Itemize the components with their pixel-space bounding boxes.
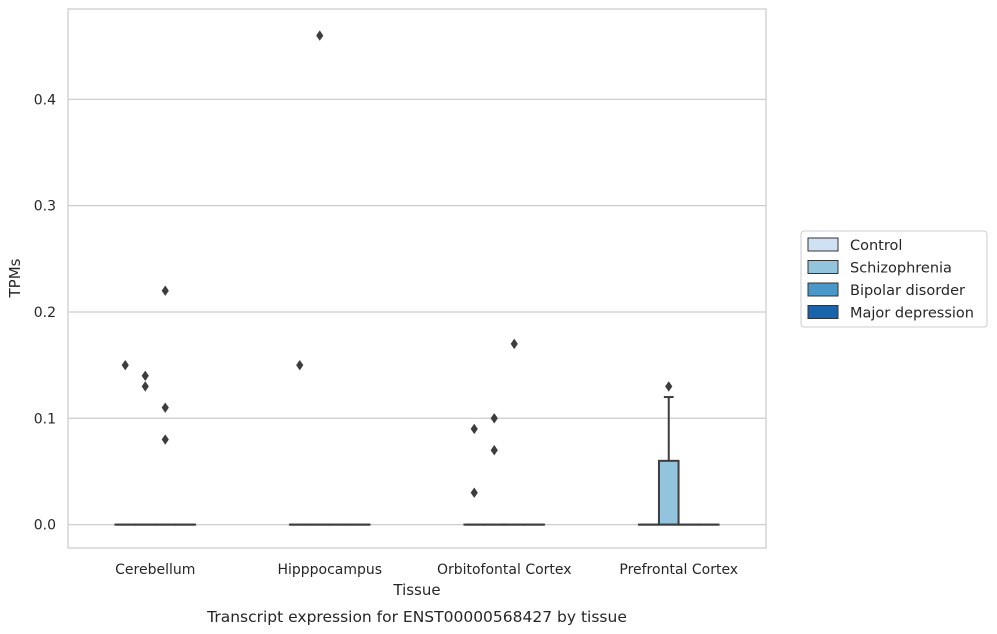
legend: Control Schizophrenia Bipolar disorder Majo… — [800, 230, 988, 328]
y-tick-label: 0.2 — [34, 305, 56, 321]
legend-label: Schizophrenia — [850, 261, 952, 277]
x-tick-label: Cerebellum — [115, 562, 195, 578]
y-axis-label: TPMs — [6, 258, 24, 298]
chart-title: Transcript expression for ENST0000056842… — [206, 608, 627, 626]
legend-swatch — [807, 282, 839, 297]
legend-frame — [800, 230, 988, 328]
box-group — [463, 423, 486, 526]
y-tick-labels: 0.0 0.1 0.2 0.3 0.4 — [34, 92, 56, 533]
box-series — [114, 30, 720, 526]
y-tick-label: 0.3 — [34, 199, 56, 215]
y-tick-label: 0.4 — [34, 92, 56, 108]
box-group — [657, 381, 680, 526]
outlier-point — [161, 434, 169, 445]
legend-label: Bipolar disorder — [850, 283, 965, 299]
outlier-point — [161, 402, 169, 413]
x-tick-label: Prefrontal Cortex — [619, 562, 738, 578]
outlier-point — [296, 359, 304, 371]
legend-label: Control — [850, 238, 902, 254]
outlier-point — [141, 370, 149, 381]
x-tick-label: Hipppocampus — [277, 562, 382, 578]
box — [657, 459, 680, 526]
outlier-point — [121, 359, 129, 371]
x-tick-label: Orbitofontal Cortex — [437, 562, 572, 578]
x-axis-label: Tissue — [392, 581, 440, 599]
plot-area-frame — [67, 8, 767, 549]
outlier-point — [510, 338, 518, 350]
outlier-point — [490, 444, 498, 456]
y-tick-label: 0.1 — [34, 411, 56, 427]
outlier-point — [161, 285, 169, 296]
x-tick-labels: Cerebellum Hipppocampus Orbitofontal Corte… — [115, 562, 738, 578]
legend-swatch — [807, 305, 839, 319]
legend-swatch — [807, 260, 839, 274]
legend-label: Major depression — [850, 306, 974, 322]
outlier-point — [470, 487, 478, 498]
outlier-point — [141, 381, 149, 392]
outlier-point — [316, 30, 324, 41]
outlier-point — [490, 413, 498, 424]
box-group — [308, 30, 331, 526]
y-tick-label: 0.0 — [34, 518, 56, 534]
legend-swatch — [807, 237, 839, 252]
outlier-point — [665, 381, 673, 392]
outlier-point — [470, 423, 478, 435]
box-group — [154, 285, 177, 526]
